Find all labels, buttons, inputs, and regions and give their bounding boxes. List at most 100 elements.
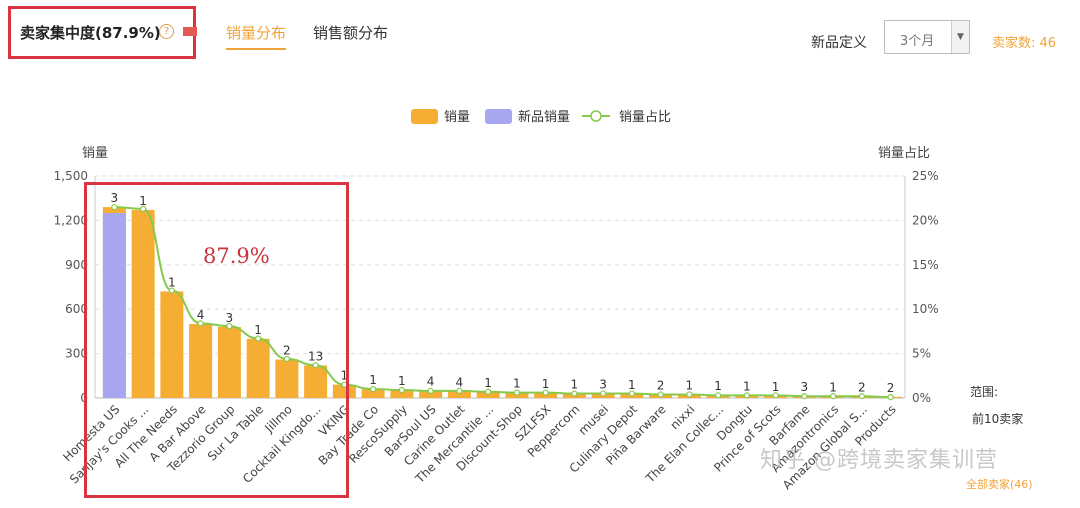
- bar-data-label: 1: [772, 380, 780, 394]
- bar-data-label: 3: [226, 311, 234, 325]
- bar-new-sales: [102, 213, 126, 398]
- share-point: [830, 393, 837, 400]
- share-point: [197, 320, 204, 327]
- tab-revenue-distribution[interactable]: 销售额分布: [313, 24, 389, 42]
- y-tick-label: 600: [65, 302, 88, 316]
- bar-data-label: 1: [398, 374, 406, 388]
- share-point: [600, 390, 607, 397]
- share-point: [427, 387, 434, 394]
- chevron-down-icon[interactable]: ▼: [951, 21, 969, 53]
- bar-data-label: 1: [714, 379, 722, 393]
- y2-tick-label: 20%: [912, 213, 939, 227]
- share-point: [571, 390, 578, 397]
- new-def-select[interactable]: 3个月 ▼: [884, 20, 970, 54]
- share-point: [485, 388, 492, 395]
- bar-data-label: 1: [829, 380, 837, 394]
- share-point: [283, 355, 290, 363]
- bar-sales: [189, 324, 213, 398]
- legend-swatch-1: [485, 109, 512, 124]
- bar-data-label: 3: [599, 378, 607, 392]
- bar-data-label: 1: [139, 194, 147, 208]
- y2-tick-label: 0%: [912, 391, 931, 405]
- y-tick-label: 300: [65, 347, 88, 361]
- help-icon[interactable]: ?: [159, 24, 174, 39]
- bar-data-label: 13: [308, 349, 323, 363]
- range-option-top10[interactable]: 前10卖家: [972, 412, 1024, 426]
- bar-data-label: 3: [111, 191, 119, 205]
- share-point: [715, 392, 722, 399]
- share-point: [341, 381, 348, 388]
- new-def-value: 3个月: [900, 34, 935, 49]
- share-point: [686, 391, 693, 398]
- y-tick-label: 1,500: [54, 169, 88, 183]
- bar-sales: [447, 391, 471, 398]
- legend-marker-2: [590, 110, 602, 122]
- bar-data-label: 1: [571, 377, 579, 391]
- bar-data-label: 4: [456, 375, 464, 389]
- y-axis-title: 销量: [82, 146, 108, 161]
- share-point: [772, 392, 779, 399]
- bar-data-label: 1: [341, 369, 349, 383]
- share-point: [370, 386, 377, 393]
- new-def-label: 新品定义: [811, 35, 867, 51]
- range-option-all[interactable]: 全部卖家(46): [966, 478, 1033, 491]
- bar-data-label: 2: [657, 378, 665, 392]
- bar-data-label: 2: [283, 344, 291, 358]
- share-point: [858, 393, 865, 400]
- share-point: [513, 389, 520, 396]
- share-point: [140, 205, 147, 212]
- bar-sales: [217, 326, 241, 398]
- y-tick-label: 0: [80, 391, 88, 405]
- share-point: [255, 335, 262, 342]
- bar-data-label: 1: [369, 373, 377, 387]
- bar-data-label: 3: [801, 380, 809, 394]
- y-tick-label: 900: [65, 258, 88, 272]
- bar-data-label: 4: [427, 375, 435, 389]
- bar-sales: [419, 390, 443, 398]
- share-point: [743, 392, 750, 399]
- watermark: 知乎 @跨境卖家集训营: [760, 448, 998, 473]
- legend-label-0: 销量: [444, 110, 470, 125]
- series-line-share: [114, 206, 891, 399]
- bar-sales: [131, 210, 155, 398]
- bar-sales: [160, 291, 184, 398]
- share-point: [111, 203, 118, 211]
- bar-sales: [304, 365, 328, 398]
- bar-sales: [246, 338, 270, 398]
- page-title: 卖家集中度(87.9%): [20, 24, 161, 42]
- share-point: [628, 390, 635, 397]
- legend-label-2: 销量占比: [619, 110, 671, 125]
- legend-label-1: 新品销量: [518, 109, 570, 125]
- bar-data-label: 2: [887, 381, 895, 395]
- bar-data-label: 1: [628, 378, 636, 392]
- bar-data-label: 4: [197, 308, 205, 322]
- y-tick-label: 1,200: [54, 213, 88, 227]
- bar-data-label: 1: [542, 377, 550, 391]
- bar-sales: [332, 384, 356, 398]
- flag-icon: [183, 27, 197, 36]
- bar-data-label: 1: [168, 275, 176, 289]
- range-title: 范围:: [970, 385, 999, 399]
- share-point: [542, 389, 549, 396]
- bar-sales: [390, 389, 414, 398]
- bar-sales: [476, 392, 500, 398]
- bar-sales: [361, 389, 385, 398]
- share-point: [887, 394, 894, 401]
- bar-data-label: 1: [484, 376, 492, 390]
- share-point: [226, 322, 233, 330]
- tab-sales-distribution[interactable]: 销量分布: [226, 24, 287, 50]
- bar-data-label: 1: [743, 379, 751, 393]
- y2-axis-title: 销量占比: [878, 146, 930, 161]
- share-point: [168, 287, 175, 294]
- bar-data-label: 1: [254, 323, 262, 337]
- share-point: [801, 393, 808, 400]
- y2-tick-label: 5%: [912, 347, 931, 361]
- y2-tick-label: 10%: [912, 302, 939, 316]
- share-point: [657, 391, 664, 398]
- bar-data-label: 1: [686, 379, 694, 393]
- concentration-annotation: 87.9%: [203, 244, 270, 268]
- legend-swatch-0: [411, 109, 438, 124]
- share-point: [312, 362, 319, 369]
- y2-tick-label: 15%: [912, 258, 939, 272]
